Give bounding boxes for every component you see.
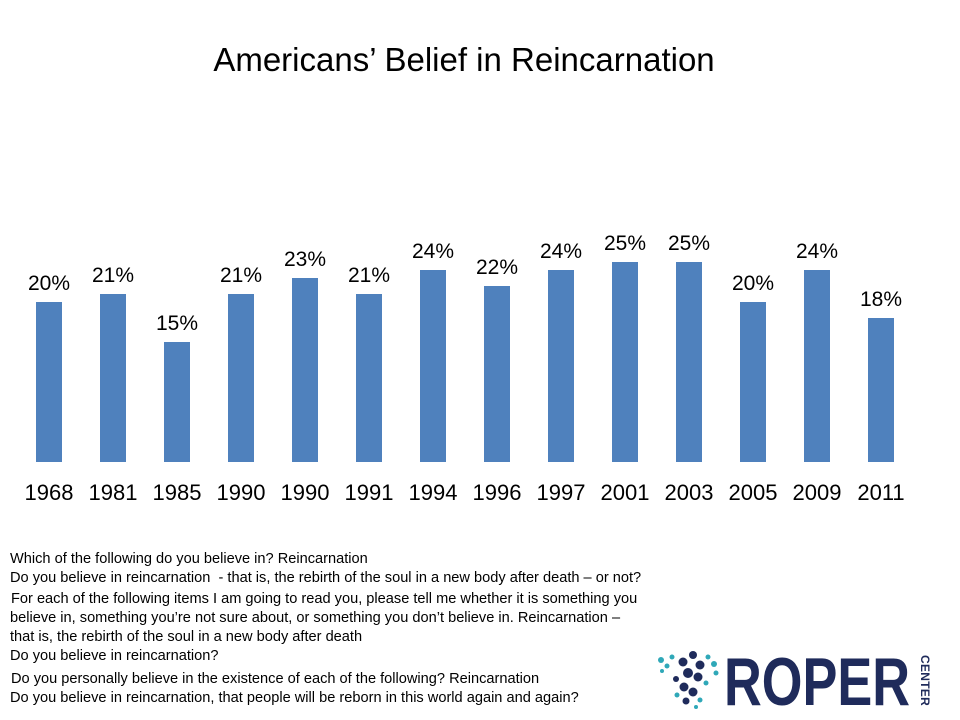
logo-center-text: CENTER <box>918 655 932 707</box>
logo-dot-7 <box>713 670 719 676</box>
bar-6-1991 <box>356 294 382 462</box>
data-label-8-1996: 22% <box>476 256 518 279</box>
x-tick-label-3-1985: 1985 <box>153 480 202 505</box>
logo-dot-3 <box>669 654 675 660</box>
bar-8-1996 <box>484 286 510 462</box>
logo-dot-9 <box>674 692 680 698</box>
data-label-2-1981: 21% <box>92 264 134 287</box>
bar-10-2001 <box>612 262 638 462</box>
logo-dot-5 <box>705 654 711 660</box>
bar-7-1994 <box>420 270 446 462</box>
roper-center-logo: ROPER CENTER <box>650 644 950 720</box>
footnote-question-1: Which of the following do you believe in… <box>10 551 368 567</box>
bar-9-1997 <box>548 270 574 462</box>
footnote-question-3-line-1: For each of the following items I am goi… <box>11 591 638 607</box>
bar-chart: 20% 1968 21% 1981 15% 1985 21% 1990 23% 1990 21% 19… <box>25 232 905 505</box>
logo-dot-20 <box>682 697 690 705</box>
x-tick-label-6-1991: 1991 <box>345 480 394 505</box>
data-label-9-1997: 24% <box>540 240 582 263</box>
data-label-1-1968: 20% <box>28 272 70 295</box>
bar-3-1985 <box>164 342 190 462</box>
data-label-11-2003: 25% <box>668 232 710 255</box>
logo-dot-18 <box>679 682 689 692</box>
footnote-question-2: Do you believe in reincarnation - that i… <box>10 570 642 586</box>
data-label-14-2011: 18% <box>860 288 902 311</box>
bar-4-1990 <box>228 294 254 462</box>
logo-wordmark-text: ROPER <box>724 644 910 720</box>
data-label-10-2001: 25% <box>604 232 646 255</box>
logo-dot-12 <box>678 657 688 667</box>
x-tick-label-5-1990: 1990 <box>281 480 330 505</box>
bar-1-1968 <box>36 302 62 462</box>
data-label-12-2005: 20% <box>732 272 774 295</box>
x-tick-label-8-1996: 1996 <box>473 480 522 505</box>
bar-11-2003 <box>676 262 702 462</box>
logo-dot-2 <box>664 663 670 669</box>
logo-dot-8 <box>703 680 709 686</box>
logo-dot-19 <box>688 687 698 697</box>
logo-dot-15 <box>683 668 693 678</box>
bar-2-1981 <box>100 294 126 462</box>
x-tick-label-4-1990: 1990 <box>217 480 266 505</box>
bar-12-2005 <box>740 302 766 462</box>
footnote-question-6: Do you believe in reincarnation, that pe… <box>10 690 579 706</box>
footnote-question-5: Do you personally believe in the existen… <box>11 671 540 687</box>
x-tick-label-10-2001: 2001 <box>601 480 650 505</box>
data-label-6-1991: 21% <box>348 264 390 287</box>
data-label-7-1994: 24% <box>412 240 454 263</box>
data-label-5-1990: 23% <box>284 248 326 271</box>
footnote-question-4: Do you believe in reincarnation? <box>10 648 219 664</box>
logo-dot-6 <box>711 661 717 667</box>
x-tick-label-11-2003: 2003 <box>665 480 714 505</box>
logo-dot-13 <box>689 651 697 659</box>
x-tick-label-1-1968: 1968 <box>25 480 74 505</box>
data-label-3-1985: 15% <box>156 312 198 335</box>
logo-wordmark: ROPER <box>724 644 910 720</box>
data-label-4-1990: 21% <box>220 264 262 287</box>
x-tick-label-12-2005: 2005 <box>729 480 778 505</box>
chart-title: Americans’ Belief in Reincarnation <box>213 41 715 78</box>
logo-dot-11 <box>694 705 698 709</box>
logo-dot-1 <box>658 657 664 663</box>
x-tick-label-2-1981: 1981 <box>89 480 138 505</box>
logo-dot-10 <box>697 697 703 703</box>
footnote-question-3-line-3: that is, the rebirth of the soul in a ne… <box>10 629 363 645</box>
x-tick-label-13-2009: 2009 <box>793 480 842 505</box>
logo-dot-14 <box>695 660 705 670</box>
bar-14-2011 <box>868 318 894 462</box>
logo-dot-16 <box>693 672 703 682</box>
x-tick-label-7-1994: 1994 <box>409 480 458 505</box>
dot-cluster-icon <box>658 651 719 709</box>
logo-dot-17 <box>673 676 679 682</box>
data-label-13-2009: 24% <box>796 240 838 263</box>
x-tick-label-9-1997: 1997 <box>537 480 586 505</box>
bar-5-1990 <box>292 278 318 462</box>
x-tick-label-14-2011: 2011 <box>857 480 904 505</box>
logo-dot-4 <box>660 669 664 673</box>
bar-13-2009 <box>804 270 830 462</box>
footnote-question-3-line-2: believe in, something you’re not sure ab… <box>10 610 621 626</box>
